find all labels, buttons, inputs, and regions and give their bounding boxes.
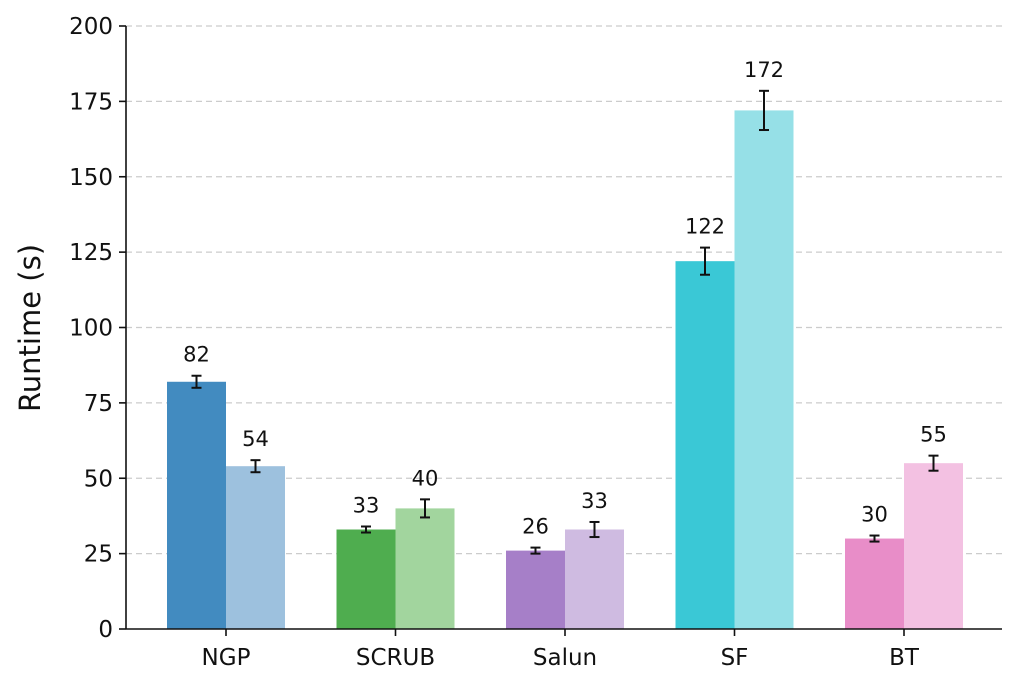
y-axis-title: Runtime (s) [13,244,47,412]
x-tick-label: Salun [533,645,597,671]
bar-sf-series-1 [675,261,735,629]
bar-value-label: 54 [242,427,269,451]
bars [167,110,963,630]
bar-value-labels: 82 54 33 40 26 33 122 172 30 55 [183,58,947,539]
x-tick-label: NGP [202,645,251,671]
bar-bt-series-2 [904,463,963,629]
bar-bt-series-1 [845,538,904,629]
y-tick-label: 50 [84,466,113,492]
y-tick-label: 175 [69,89,113,115]
y-tick-label: 25 [84,542,113,568]
bar-value-label: 26 [522,515,549,539]
y-tick-label: 0 [98,617,113,643]
error-bars [191,89,939,555]
y-tick-label: 75 [84,391,113,417]
bar-ngp-series-1 [167,381,226,629]
bar-value-label: 30 [861,503,888,527]
x-tick-label: SF [721,645,749,671]
bar-value-label: 55 [920,423,947,447]
bar-ngp-series-2 [226,466,285,629]
y-tick-label: 125 [69,240,113,266]
bar-scrub-series-1 [336,529,396,629]
bar-value-label: 82 [183,343,210,367]
bar-salun-series-2 [565,529,624,629]
bar-value-label: 33 [353,493,380,517]
x-tick-label: BT [889,645,920,671]
y-tick-label: 100 [69,316,113,342]
x-tick-label: SCRUB [356,645,435,671]
y-tick-label: 200 [69,14,113,40]
axes: 0 25 50 75 100 125 150 175 200 NGP SCRUB Salun SF BT [69,14,1002,671]
bar-value-label: 122 [685,215,725,239]
y-tick-label: 150 [69,165,113,191]
bar-sf-series-2 [734,110,794,630]
bar-scrub-series-2 [395,508,455,629]
bar-value-label: 33 [581,489,608,513]
bar-value-label: 172 [744,58,784,82]
bar-value-label: 40 [412,466,439,490]
bar-salun-series-1 [506,550,565,629]
